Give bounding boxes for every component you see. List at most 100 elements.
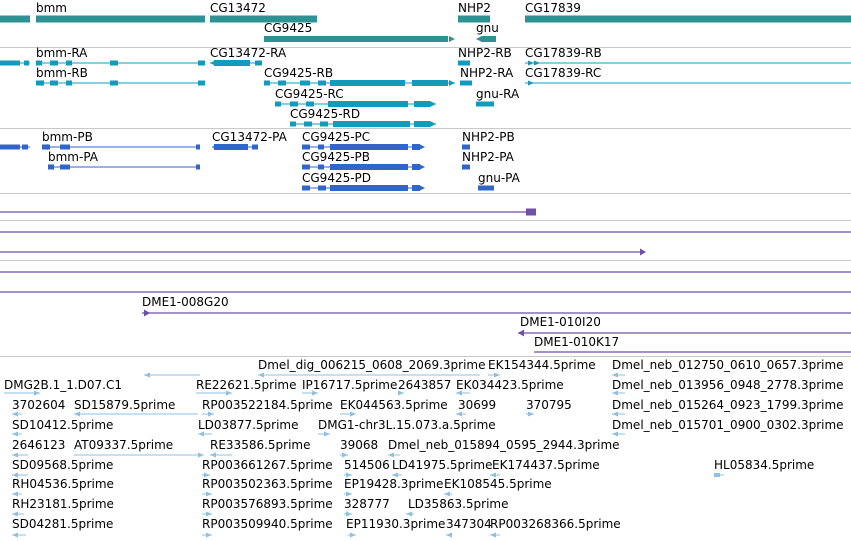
exon-block[interactable] <box>66 80 72 86</box>
feature-label[interactable]: CG9425-PC <box>302 130 371 144</box>
exon-block[interactable] <box>414 121 430 127</box>
exon-block[interactable] <box>330 80 405 86</box>
feature-label[interactable]: EK034423.5prime <box>456 378 564 392</box>
exon-block[interactable] <box>412 164 420 170</box>
exon-block[interactable] <box>412 80 448 86</box>
strand-arrow-right[interactable] <box>144 309 150 317</box>
strand-arrow-right[interactable] <box>346 472 352 478</box>
exon-block[interactable] <box>66 60 72 66</box>
feature-label[interactable]: NHP2-PA <box>462 150 514 164</box>
feature-label[interactable]: gnu <box>476 21 499 35</box>
exon-block[interactable] <box>412 144 420 150</box>
exon-block[interactable] <box>328 101 408 107</box>
strand-arrow-left[interactable] <box>198 431 204 437</box>
strand-arrow-left[interactable] <box>456 390 462 396</box>
exon-block[interactable] <box>300 80 310 86</box>
feature-label[interactable]: AT09337.5prime <box>74 438 174 452</box>
exon-block[interactable] <box>60 164 70 170</box>
feature-label[interactable]: LD41975.5prime <box>392 458 493 472</box>
feature-label[interactable]: bmm-PB <box>42 130 93 144</box>
exon-block[interactable] <box>214 144 248 150</box>
feature-label[interactable]: RP003509940.5prime <box>202 517 333 531</box>
strand-arrow-left[interactable] <box>612 372 618 378</box>
exon-block[interactable] <box>50 80 58 86</box>
exon-block[interactable] <box>278 80 286 86</box>
feature-label[interactable]: gnu-RA <box>476 87 520 101</box>
strand-arrow-left[interactable] <box>36 80 42 86</box>
exon-block[interactable] <box>198 80 205 86</box>
strand-arrow-left[interactable] <box>478 185 484 191</box>
strand-arrow-right[interactable] <box>324 431 330 437</box>
strand-arrow-right[interactable] <box>226 390 232 396</box>
strand-arrow-left[interactable] <box>12 452 18 458</box>
exon-block[interactable] <box>196 164 200 170</box>
strand-arrow-left[interactable] <box>476 36 482 42</box>
strand-arrow-left[interactable] <box>458 60 464 66</box>
strand-arrow-right[interactable] <box>528 80 534 86</box>
strand-arrow-left[interactable] <box>456 411 462 417</box>
feature-label[interactable]: CG9425-PB <box>302 150 371 164</box>
feature-label[interactable]: 328777 <box>344 497 390 511</box>
exon-block[interactable] <box>320 121 328 127</box>
feature-label[interactable]: DME1-010K17 <box>534 335 620 349</box>
feature-label[interactable]: CG17839-RC <box>525 66 602 80</box>
strand-arrow-right[interactable] <box>494 372 500 378</box>
gene-bar[interactable] <box>0 15 30 23</box>
strand-arrow-right[interactable] <box>204 472 210 478</box>
strand-arrow-right[interactable] <box>640 248 646 256</box>
feature-label[interactable]: CG13472 <box>210 1 266 15</box>
strand-arrow-right[interactable] <box>208 411 214 417</box>
strand-arrow-left[interactable] <box>612 431 618 437</box>
strand-arrow-right[interactable] <box>398 390 404 396</box>
feature-label[interactable]: bmm-RA <box>36 46 88 60</box>
feature-label[interactable]: DMG2B.1_1.D07.C1 <box>4 378 122 392</box>
exon-block[interactable] <box>304 121 312 127</box>
strand-arrow-right[interactable] <box>34 390 40 396</box>
feature-label[interactable]: 347304 <box>446 517 492 531</box>
feature-label[interactable]: SD09568.5prime <box>12 458 114 472</box>
strand-arrow-left[interactable] <box>612 390 618 396</box>
strand-arrow-left[interactable] <box>612 411 618 417</box>
strand-arrow-right[interactable] <box>346 491 352 497</box>
strand-arrow-left[interactable] <box>406 511 412 517</box>
feature-label[interactable]: EK044563.5prime <box>340 398 448 412</box>
feature-label[interactable]: bmm <box>36 1 67 15</box>
exon-block[interactable] <box>255 60 262 66</box>
strand-arrow-left[interactable] <box>12 411 18 417</box>
feature-block[interactable] <box>0 144 20 150</box>
strand-arrow-right[interactable] <box>206 532 212 538</box>
feature-block[interactable] <box>476 101 494 107</box>
strand-arrow-right[interactable] <box>430 121 436 127</box>
feature-label[interactable]: RP003522184.5prime <box>202 398 333 412</box>
feature-label[interactable]: SD10412.5prime <box>12 418 114 432</box>
strand-arrow-right[interactable] <box>419 144 425 150</box>
feature-label[interactable]: 30699 <box>458 398 497 412</box>
strand-arrow-left[interactable] <box>36 60 42 66</box>
feature-label[interactable]: NHP2 <box>458 1 491 15</box>
exon-block[interactable] <box>330 185 408 191</box>
exon-block[interactable] <box>302 144 310 150</box>
feature-label[interactable]: EP11930.3prime <box>346 517 446 531</box>
feature-label[interactable]: bmm-RB <box>36 66 88 80</box>
strand-arrow-right[interactable] <box>528 60 534 66</box>
exon-block[interactable] <box>275 101 281 107</box>
strand-arrow-left[interactable] <box>258 372 264 378</box>
feature-label[interactable]: CG17839-RB <box>525 46 602 60</box>
exon-block[interactable] <box>110 60 118 66</box>
exon-block[interactable] <box>214 60 250 66</box>
feature-label[interactable]: bmm-PA <box>48 150 99 164</box>
exon-block[interactable] <box>110 80 118 86</box>
gene-bar[interactable] <box>36 15 205 23</box>
feature-label[interactable]: RP003268366.5prime <box>490 517 621 531</box>
feature-label[interactable]: RE33586.5prime <box>210 438 311 452</box>
strand-arrow-left[interactable] <box>490 532 496 538</box>
strand-arrow-left[interactable] <box>74 411 80 417</box>
strand-arrow-right[interactable] <box>346 511 352 517</box>
clone-end[interactable] <box>526 208 536 216</box>
strand-arrow-right[interactable] <box>342 452 348 458</box>
feature-label[interactable]: RH04536.5prime <box>12 477 114 491</box>
feature-label[interactable]: EP19428.3prime <box>344 477 444 491</box>
exon-block[interactable] <box>318 164 324 170</box>
exon-block[interactable] <box>302 164 310 170</box>
